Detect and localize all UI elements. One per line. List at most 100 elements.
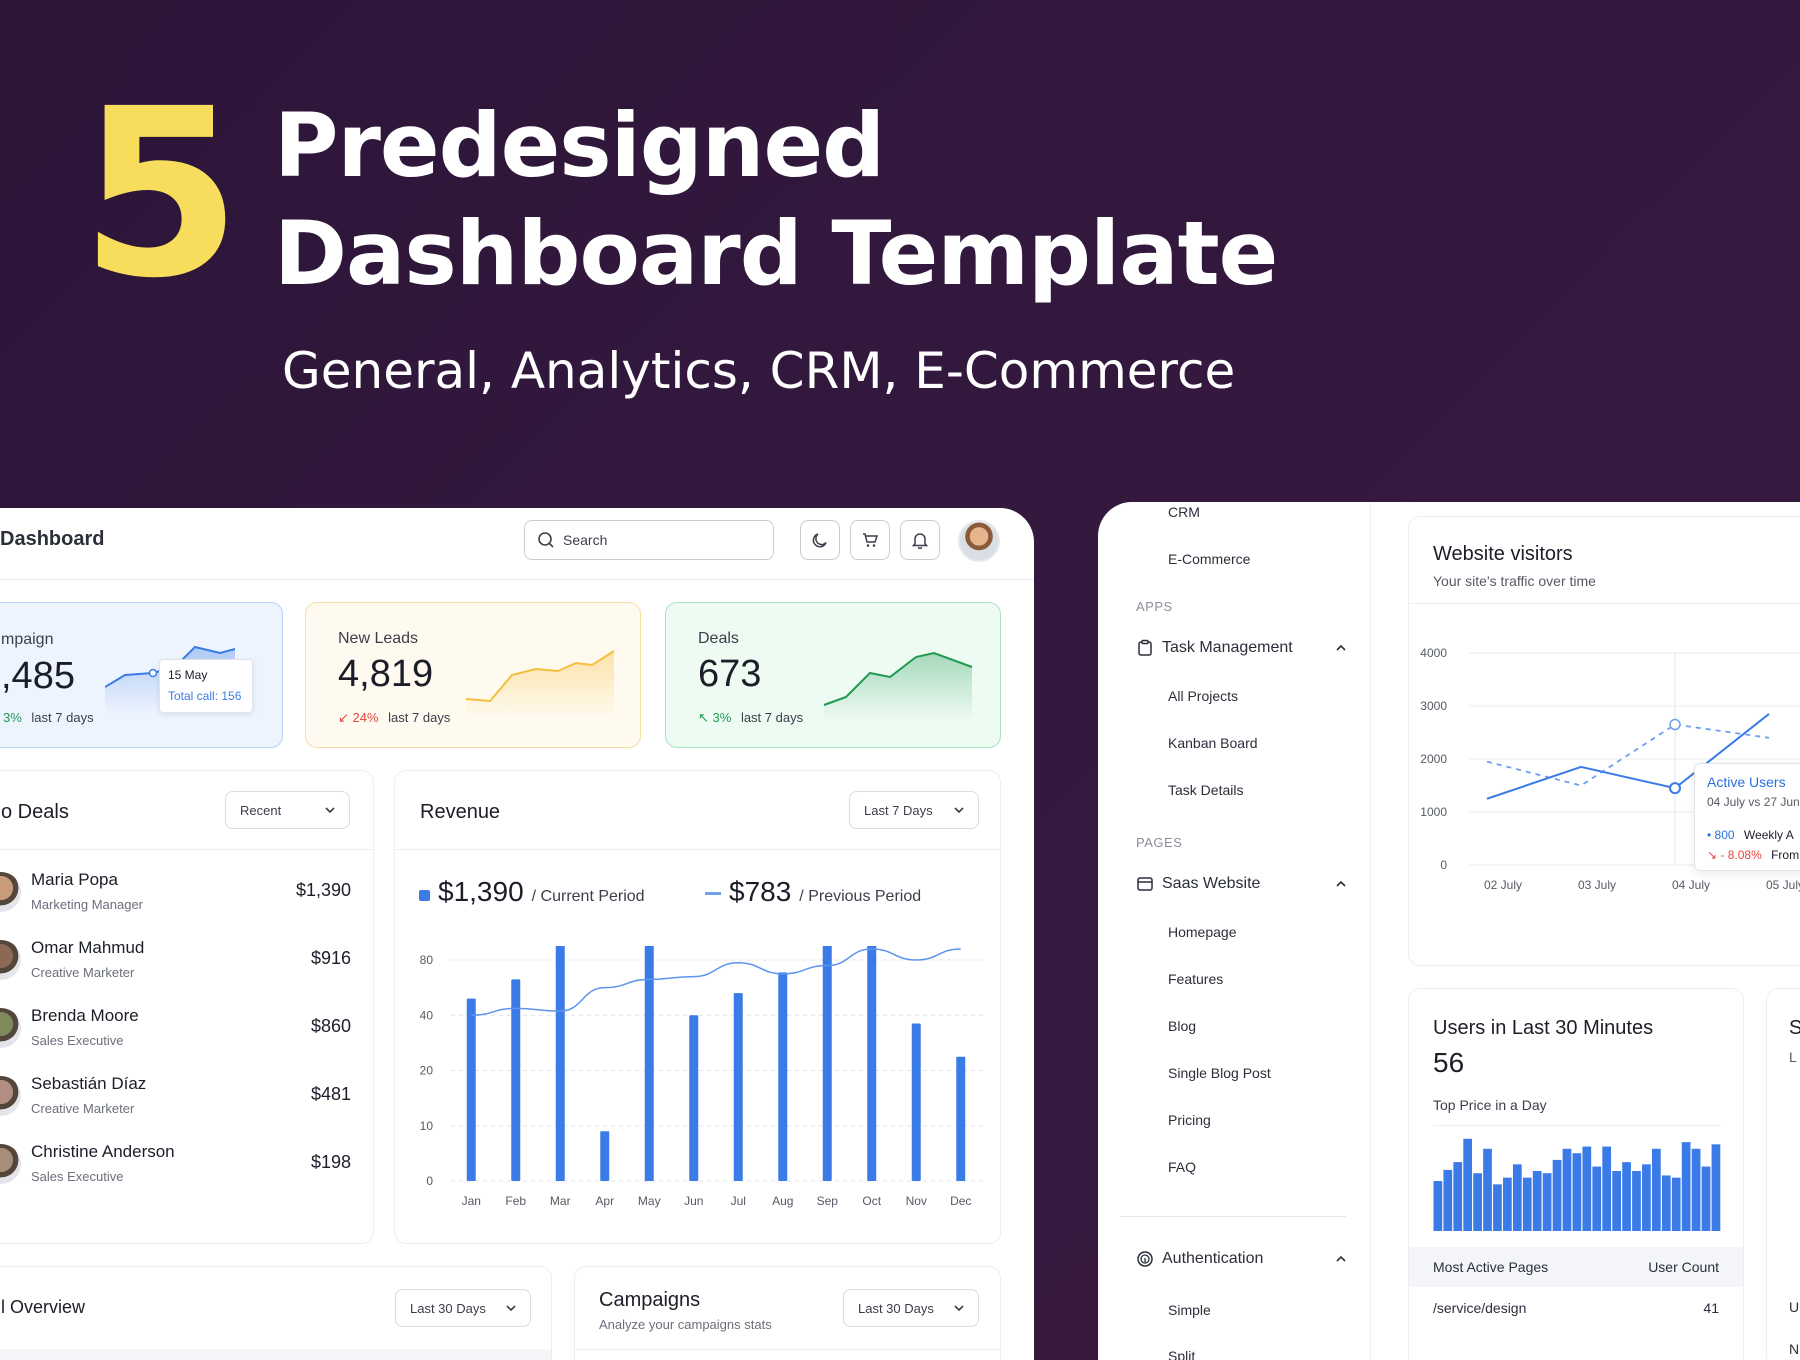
- divider: [1433, 1125, 1721, 1126]
- sidebar-group-task-management[interactable]: Task Management: [1136, 636, 1348, 660]
- bar: [867, 946, 877, 1181]
- cart-button[interactable]: [850, 520, 890, 560]
- website-visitors-card: Website visitors Your site's traffic ove…: [1408, 516, 1800, 966]
- deal-contact-name: Christine Anderson: [31, 1142, 175, 1161]
- campaigns-filter-dropdown[interactable]: Last 30 Days: [843, 1289, 979, 1327]
- bar: [1671, 1177, 1681, 1231]
- bar: [1532, 1171, 1542, 1231]
- stat-card-deals[interactable]: Deals 673 ↖ 3% last 7 days: [665, 602, 1001, 748]
- sidebar-group-authentication[interactable]: Authentication: [1136, 1247, 1348, 1271]
- sidebar-item-task-details[interactable]: Task Details: [1168, 782, 1244, 798]
- row-text: N: [1789, 1341, 1800, 1357]
- sidebar-divider: [1120, 1216, 1346, 1217]
- current-legend-swatch: [419, 890, 430, 901]
- deal-amount: $860: [310, 1016, 351, 1036]
- top-deals-card: o Deals Recent Maria Popa Marketing Manag…: [0, 770, 374, 1244]
- x-tick-label: Aug: [772, 1194, 793, 1208]
- card-subtitle: Your site's traffic over time: [1433, 573, 1596, 589]
- sidebar-item-pricing[interactable]: Pricing: [1168, 1112, 1211, 1128]
- deal-contact-role: Creative Marketer: [31, 1101, 135, 1116]
- user-avatar[interactable]: [958, 520, 1000, 562]
- overview-card: l Overview Last 30 Days: [0, 1266, 552, 1360]
- deal-row[interactable]: Christine Anderson Sales Executive $198: [0, 1138, 373, 1194]
- revenue-filter-dropdown[interactable]: Last 7 Days: [849, 791, 979, 829]
- tooltip-change-row: ↘ - 8.08% From: [1707, 848, 1800, 862]
- bar: [778, 972, 788, 1181]
- data-point: [1669, 782, 1681, 795]
- clipboard-icon: [1138, 639, 1152, 656]
- sidebar-item-faq[interactable]: FAQ: [1168, 1159, 1197, 1175]
- previous-value: $783: [729, 876, 792, 907]
- users-last-30-minutes-card: Users in Last 30 Minutes 56 Top Price in…: [1408, 988, 1744, 1360]
- sidebar-item-blog[interactable]: Blog: [1168, 1018, 1197, 1034]
- bar: [1493, 1184, 1502, 1231]
- notifications-button[interactable]: [900, 520, 940, 560]
- sidebar-item-ecommerce[interactable]: E-Commerce: [1168, 551, 1251, 567]
- x-tick-label: Feb: [505, 1194, 526, 1208]
- stat-label: Deals: [698, 630, 739, 647]
- chevron-down-icon: [954, 807, 964, 814]
- avatar: [0, 1008, 21, 1048]
- x-tick-label: Jun: [684, 1194, 703, 1208]
- bar: [1562, 1148, 1572, 1231]
- deal-contact-role: Marketing Manager: [31, 897, 143, 912]
- chart-label: Top Price in a Day: [1433, 1097, 1547, 1113]
- sidebar-item-features[interactable]: Features: [1168, 971, 1224, 987]
- sidebar-item-simple[interactable]: Simple: [1168, 1302, 1211, 1318]
- x-tick-label: Apr: [595, 1194, 614, 1208]
- bar: [1681, 1142, 1691, 1231]
- bar: [1582, 1146, 1592, 1231]
- stat-label: New Leads: [338, 630, 419, 647]
- bar: [689, 1015, 699, 1181]
- tooltip-date: 15 May: [168, 668, 208, 682]
- chevron-down-icon: [506, 1305, 516, 1312]
- deal-contact-name: Omar Mahmud: [31, 938, 145, 957]
- section-label-pages: PAGES: [1136, 835, 1183, 850]
- deal-row[interactable]: Omar Mahmud Creative Marketer $916: [0, 934, 373, 990]
- deal-amount: $481: [310, 1084, 351, 1104]
- sidebar-item-crm[interactable]: CRM: [1168, 504, 1200, 520]
- stat-period: last 7 days: [31, 710, 94, 725]
- deal-contact-role: Sales Executive: [31, 1169, 124, 1184]
- hero-title-line1: Predesigned: [274, 94, 885, 197]
- sidebar-group-saas-website[interactable]: Saas Website: [1136, 872, 1348, 896]
- dashboard-preview-left: Dashboard Search mpaign ,485 3% last 7 d…: [0, 508, 1034, 1360]
- stat-value: 4,819: [338, 653, 434, 695]
- stat-label: mpaign: [1, 631, 54, 648]
- stat-period: last 7 days: [740, 710, 804, 725]
- chevron-up-icon: [1336, 1255, 1346, 1262]
- deal-row[interactable]: Maria Popa Marketing Manager $1,390: [0, 866, 373, 922]
- theme-toggle-button[interactable]: [800, 520, 840, 560]
- partial-card: S L U N: [1766, 988, 1800, 1360]
- stat-change: ↖ 3%: [698, 710, 732, 725]
- fingerprint-icon: [1137, 1251, 1153, 1267]
- bar: [1443, 1169, 1453, 1231]
- overview-filter-dropdown[interactable]: Last 30 Days: [395, 1289, 531, 1327]
- dropdown-value: Recent: [240, 802, 282, 818]
- deal-row[interactable]: Brenda Moore Sales Executive $860: [0, 1002, 373, 1058]
- deals-filter-dropdown[interactable]: Recent: [225, 791, 350, 829]
- deal-row[interactable]: Sebastián Díaz Creative Marketer $481: [0, 1070, 373, 1126]
- sidebar-item-single-blog-post[interactable]: Single Blog Post: [1168, 1065, 1271, 1081]
- visitors-tooltip: Active Users 04 July vs 27 Jun • 800 Wee…: [1694, 763, 1800, 871]
- revenue-previous: $783 / Previous Period: [705, 876, 921, 908]
- search-input[interactable]: Search: [524, 520, 774, 560]
- bar: [1512, 1164, 1522, 1231]
- sidebar-item-homepage[interactable]: Homepage: [1168, 924, 1237, 940]
- y-tick-label: 4000: [1420, 646, 1447, 660]
- revenue-chart: 0 10 20 40 80 Jan Feb Mar Apr May Jun Jul Aug Sep Oct N…: [420, 946, 985, 1208]
- sidebar-item-kanban-board[interactable]: Kanban Board: [1168, 735, 1258, 751]
- stat-card-new-leads[interactable]: New Leads 4,819 ↙ 24% last 7 days: [305, 602, 641, 748]
- stat-card-campaign[interactable]: mpaign ,485 3% last 7 days 15 May Total …: [0, 602, 283, 748]
- avatar: [0, 940, 21, 980]
- bar: [1622, 1162, 1631, 1231]
- table-row[interactable]: /service/design 41: [1409, 1287, 1743, 1329]
- chevron-up-icon: [1336, 644, 1346, 651]
- avatar: [0, 1144, 21, 1184]
- card-title: Website visitors: [1433, 543, 1573, 565]
- sidebar-item-all-projects[interactable]: All Projects: [1168, 688, 1239, 704]
- sidebar-item-split[interactable]: Split: [1168, 1348, 1196, 1360]
- search-icon: [538, 532, 554, 548]
- bar: [1711, 1144, 1721, 1231]
- card-title: Campaigns: [599, 1289, 701, 1311]
